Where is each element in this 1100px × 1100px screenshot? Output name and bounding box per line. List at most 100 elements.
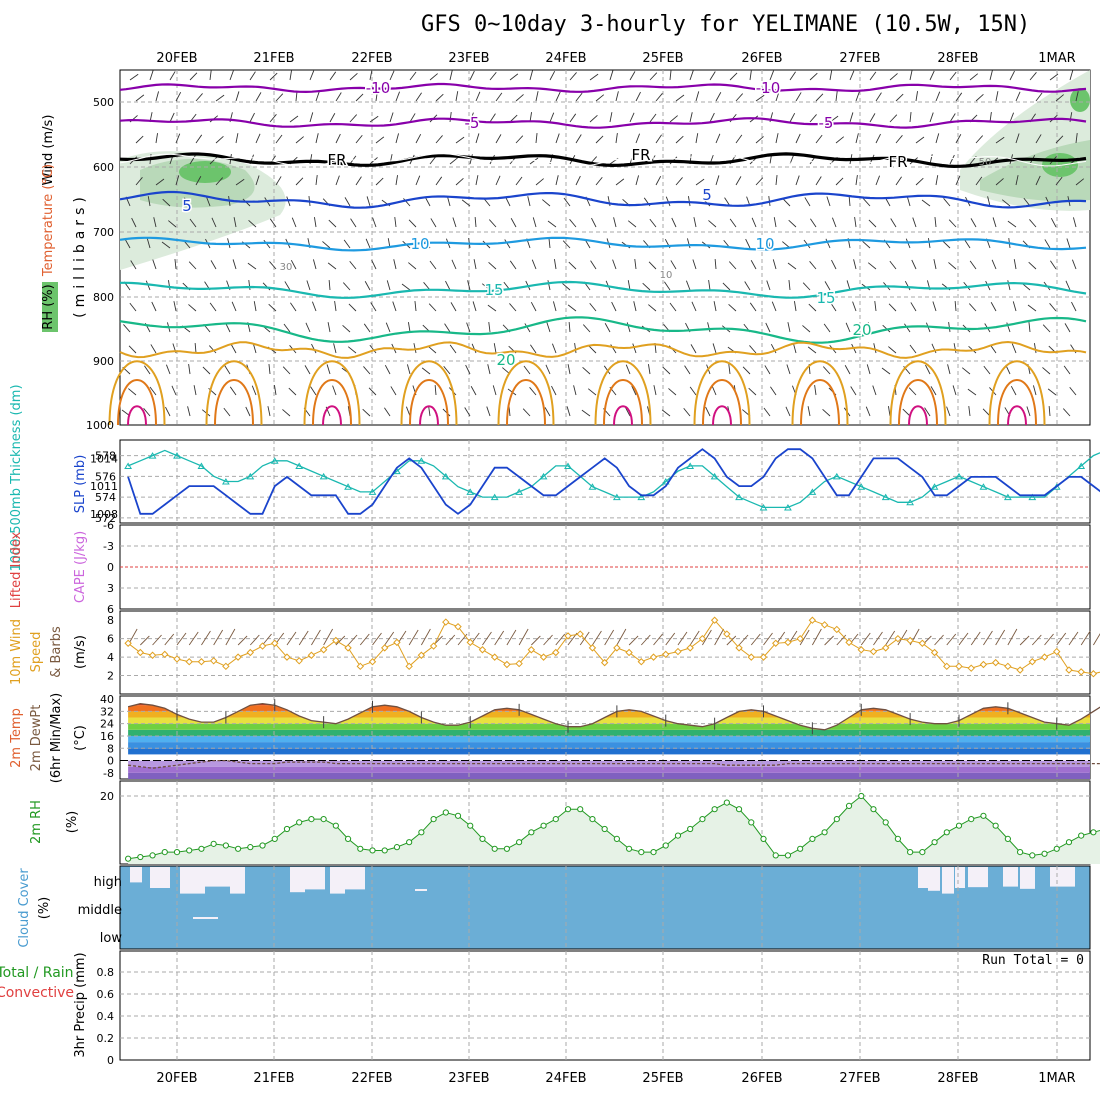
cloud-gap-3: [205, 867, 230, 887]
rh-marker-73: [1016, 849, 1024, 856]
barb-7-8: [263, 239, 271, 249]
w10-barb-72: [1007, 628, 1018, 646]
barb-40-1: [935, 91, 941, 102]
barb-29-3: [715, 133, 721, 144]
barb-45-12: [1028, 322, 1031, 333]
contour-label-16: 10: [660, 270, 673, 281]
barb-22-7: [569, 219, 577, 228]
cloud-gap-0: [130, 867, 142, 883]
pres-tick-1000: 1000: [86, 419, 114, 432]
contour-label-9: 10: [410, 235, 429, 253]
w10-marker-53: [772, 639, 780, 647]
barb-13-7: [394, 217, 397, 228]
temp-band-0: [128, 772, 1090, 779]
barb-34-3: [815, 134, 823, 144]
barb-20-16: [522, 408, 531, 417]
barb-29-9: [714, 258, 717, 270]
w10-barb-78: [1080, 630, 1091, 646]
barb-14-11: [414, 301, 417, 312]
barb-34-7: [810, 218, 817, 228]
rh-marker-19: [357, 845, 364, 852]
barb-16-0: [449, 70, 453, 81]
rh-label-swatch: [42, 282, 58, 332]
barb-26-3: [655, 134, 662, 144]
barb-29-7: [708, 220, 717, 228]
w10-marker-48: [710, 616, 719, 624]
barb-9-2: [309, 112, 314, 123]
barb-23-15: [587, 388, 597, 396]
barb-39-16: [902, 408, 911, 417]
barb-35-7: [831, 217, 837, 228]
barb-28-0: [689, 70, 694, 81]
w10-marker-49: [723, 630, 731, 638]
t2-tick-40: 40: [100, 693, 114, 706]
thk-marker-14: [295, 462, 304, 469]
barb-46-0: [1049, 73, 1059, 81]
barb-23-3: [595, 135, 604, 144]
cloud-gap-4: [230, 867, 245, 894]
contour-labels: -10 -10 -5 -5 FR FR FR 5 5 10 10 15 15 20 20 30 10 50: [181, 78, 992, 371]
barb-9-3: [315, 133, 319, 144]
barb-29-2: [709, 112, 715, 123]
barb-28-8: [686, 238, 691, 249]
barb-9-5: [315, 175, 318, 186]
barb-41-0: [949, 71, 957, 81]
rh-marker-28: [467, 822, 474, 829]
w10-barb-19: [359, 633, 370, 646]
thickness-line: [127, 449, 1100, 509]
w10-marker-30: [490, 653, 499, 661]
arch-6-0: [693, 360, 751, 426]
barb-32-3: [775, 133, 779, 144]
w10-marker-78: [1077, 668, 1085, 676]
w10-marker-46: [686, 644, 694, 652]
barb-31-9: [750, 260, 757, 270]
barb-29-15: [711, 385, 717, 396]
barb-33-13: [792, 343, 797, 354]
date-bottom-26FEB: 26FEB: [741, 1071, 782, 1086]
barb-1-0: [149, 70, 154, 81]
rh-marker-57: [821, 829, 828, 836]
date-top-28FEB: 28FEB: [937, 51, 978, 66]
arch-0-2: [127, 405, 147, 426]
barb-26-0: [649, 72, 658, 81]
barb-25-16: [624, 406, 631, 417]
w10-barb-50: [738, 634, 749, 646]
barb-4-9: [210, 260, 217, 270]
barb-9-10: [306, 280, 311, 291]
barb-21-3: [555, 133, 560, 144]
cloud-gap-13: [968, 867, 988, 888]
t2-tick--8: -8: [103, 767, 114, 780]
barb-17-11: [472, 301, 477, 312]
barb-32-7: [773, 217, 777, 228]
barb-10-11: [334, 301, 337, 312]
barb-22-15: [573, 385, 577, 396]
barb-45-0: [1029, 72, 1037, 81]
barb-27-3: [675, 135, 684, 144]
rh-marker-55: [797, 845, 804, 852]
temp2m-grid: [120, 696, 1090, 779]
contour-label-10: 10: [755, 235, 774, 253]
barb-14-3: [415, 133, 422, 144]
w10-marker-71: [991, 658, 1000, 667]
barb-38-1: [895, 93, 904, 102]
arch-6-1: [702, 379, 742, 426]
barb-9-14: [304, 365, 311, 375]
barb-0-12: [123, 324, 131, 333]
rh-marker-64: [907, 849, 914, 856]
barb-44-0: [1009, 70, 1015, 81]
barb-10-1: [335, 92, 342, 102]
barb-0-3: [135, 135, 144, 144]
barb-26-10: [642, 282, 651, 291]
thk-marker-18: [344, 483, 352, 490]
barb-3-1: [195, 93, 203, 102]
barb-40-15: [930, 386, 937, 396]
t2-tick-32: 32: [100, 705, 114, 718]
barb-3-11: [188, 304, 197, 312]
rh-marker-21: [381, 847, 388, 854]
rh-marker-70: [980, 812, 987, 819]
w10-marker-79: [1089, 670, 1098, 678]
barb-30-0: [729, 72, 738, 81]
